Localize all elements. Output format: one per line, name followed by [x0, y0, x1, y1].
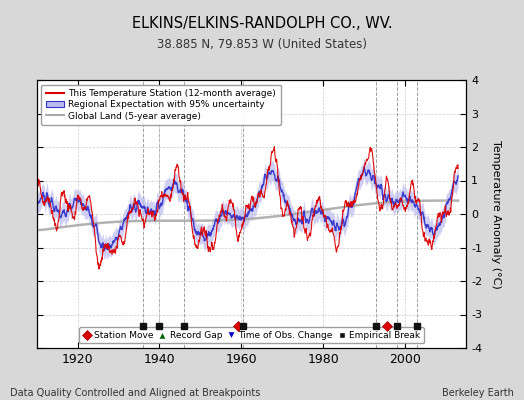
Legend: Station Move, Record Gap, Time of Obs. Change, Empirical Break: Station Move, Record Gap, Time of Obs. C… [79, 327, 424, 344]
Text: 38.885 N, 79.853 W (United States): 38.885 N, 79.853 W (United States) [157, 38, 367, 51]
Text: ELKINS/ELKINS-RANDOLPH CO., WV.: ELKINS/ELKINS-RANDOLPH CO., WV. [132, 16, 392, 31]
Text: Data Quality Controlled and Aligned at Breakpoints: Data Quality Controlled and Aligned at B… [10, 388, 261, 398]
Y-axis label: Temperature Anomaly (°C): Temperature Anomaly (°C) [490, 140, 500, 288]
Text: Berkeley Earth: Berkeley Earth [442, 388, 514, 398]
